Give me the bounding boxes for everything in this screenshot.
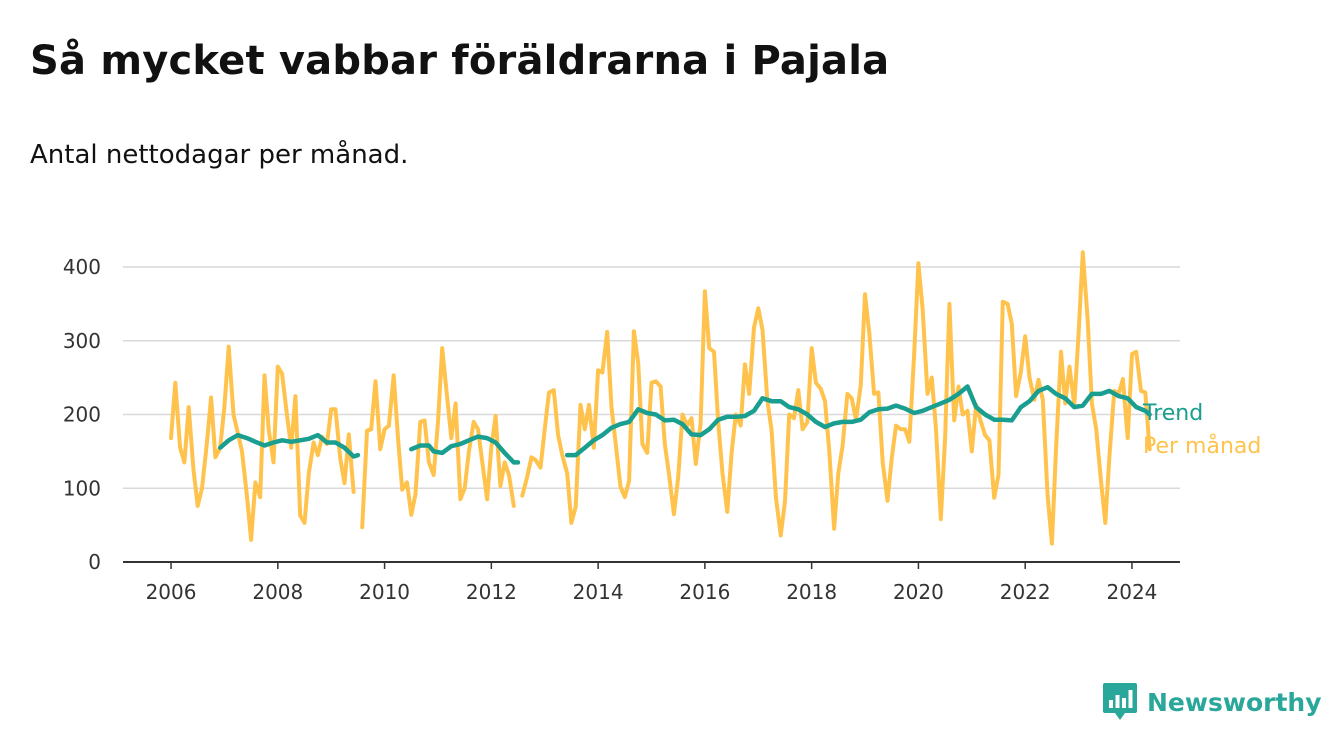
- x-tick-label: 2012: [466, 580, 517, 604]
- newsworthy-logo: Newsworthy: [1103, 683, 1322, 721]
- trend-line: [217, 432, 361, 459]
- trend-line: [409, 434, 521, 465]
- trend-series-label: Trend: [1142, 401, 1203, 426]
- x-tick-label: 2024: [1107, 580, 1158, 604]
- x-tick-label: 2010: [359, 580, 410, 604]
- x-tick-label: 2006: [146, 580, 197, 604]
- x-tick-label: 2018: [786, 580, 837, 604]
- y-tick-label: 200: [63, 403, 101, 427]
- per-month-line: [360, 346, 516, 530]
- y-tick-label: 300: [63, 329, 101, 353]
- y-tick-label: 400: [63, 255, 101, 279]
- chart-title: Så mycket vabbar föräldrarna i Pajala: [30, 38, 890, 84]
- x-tick-label: 2016: [679, 580, 730, 604]
- x-tick-label: 2020: [893, 580, 944, 604]
- trend-line: [564, 384, 1152, 458]
- x-tick-label: 2014: [573, 580, 624, 604]
- per-month-series-label: Per månad: [1143, 433, 1261, 459]
- y-tick-label: 0: [88, 550, 101, 574]
- y-tick-label: 100: [63, 476, 101, 500]
- x-tick-label: 2008: [252, 580, 303, 604]
- chart-subtitle: Antal nettodagar per månad.: [30, 140, 409, 170]
- x-tick-label: 2022: [1000, 580, 1051, 604]
- newsworthy-wordmark: Newsworthy: [1147, 687, 1322, 717]
- newsworthy-logo-icon: [1103, 683, 1137, 720]
- per-month-line: [520, 250, 1152, 546]
